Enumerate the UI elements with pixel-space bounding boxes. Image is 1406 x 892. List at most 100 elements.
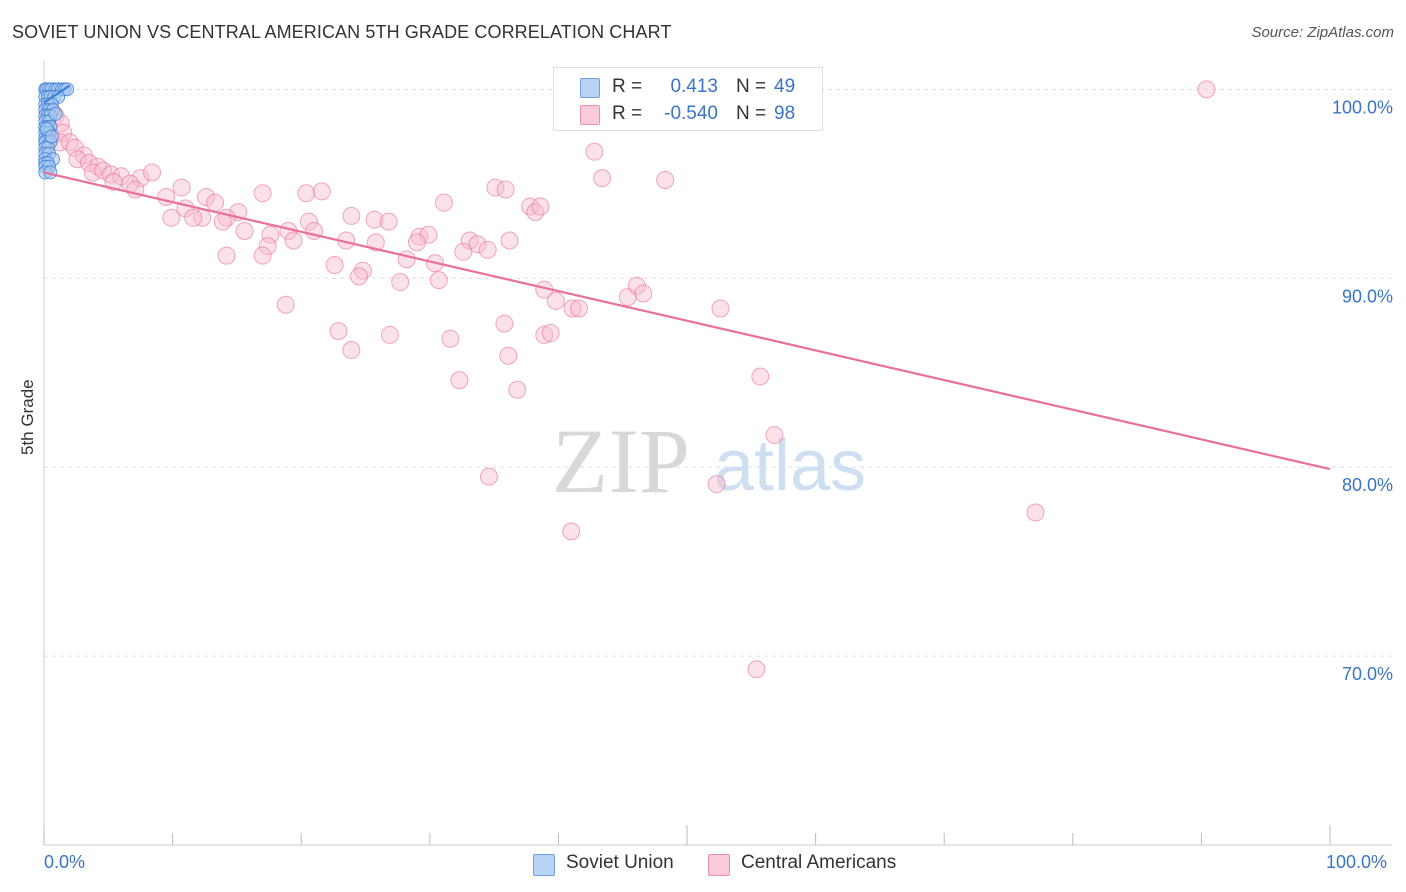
y-tick-label: 70.0% [1342,664,1393,684]
data-point-central-americans [253,184,272,203]
data-point-central-americans [276,295,295,314]
y-tick-label: 100.0% [1332,97,1393,117]
data-point-central-americans [526,203,545,222]
trendline-soviet-union [43,84,71,104]
data-point-central-americans [284,231,303,250]
data-point-central-americans [429,271,448,290]
legend-swatch-central-americans [580,105,600,125]
data-point-central-americans [495,314,514,333]
watermark: ZIP atlas [552,410,866,512]
watermark-zip: ZIP [552,410,690,512]
data-point-central-americans [162,208,181,227]
data-point-central-americans [206,193,225,212]
y-tick-label: 90.0% [1342,286,1393,306]
data-point-central-americans [478,240,497,259]
source-label: Source: ZipAtlas.com [1251,24,1394,41]
data-point-central-americans [235,222,254,241]
trendline-central-americans [43,171,1331,471]
data-point-central-americans [569,299,588,318]
data-point-central-americans [197,188,216,207]
data-point-central-americans [521,197,540,216]
data-point-central-americans [184,208,203,227]
data-point-central-americans [391,273,410,292]
y-axis-label: 5th Grade [18,379,37,455]
legend-n-value: 98 [774,103,796,124]
legend-row-soviet-union: R = 0.413 N = 49 [554,74,822,100]
data-point-central-americans [499,346,518,365]
data-point-central-americans [508,380,527,399]
data-point-central-americans [366,233,385,252]
data-point-central-americans [60,133,79,152]
data-point-central-americans [342,206,361,225]
data-point-central-americans [450,371,469,390]
data-point-central-americans [441,329,460,348]
legend-r-value: 0.413 [670,76,718,97]
data-point-central-americans [541,324,560,343]
legend-r-label: R = [612,103,643,124]
x-tick-label-max: 100.0% [1326,852,1388,872]
data-point-soviet-union [60,82,75,97]
data-point-central-americans [258,237,277,256]
data-point-central-americans [434,193,453,212]
data-point-central-americans [468,235,487,254]
data-point-central-americans [261,225,280,244]
data-point-central-americans [380,325,399,344]
bottom-legend-swatch-central-americans [708,854,730,876]
data-point-central-americans [707,475,726,494]
data-point-soviet-union [48,106,63,121]
watermark-atlas: atlas [714,426,866,506]
data-point-central-americans [80,154,99,173]
chart-title: SOVIET UNION VS CENTRAL AMERICAN 5TH GRA… [12,22,672,42]
data-point-central-americans [496,180,515,199]
legend: R = 0.413 N = 49 R = -0.540 N = 98 [553,67,823,131]
legend-r-label: R = [612,76,643,97]
legend-n-value: 49 [774,76,796,97]
data-point-central-americans [342,341,361,360]
data-point-central-americans [253,246,272,265]
data-point-central-americans [68,150,87,169]
data-point-central-americans [535,325,554,344]
data-point-central-americans [297,184,316,203]
data-point-central-americans [531,197,550,216]
data-point-central-americans [634,284,653,303]
data-point-central-americans [563,299,582,318]
legend-swatch-soviet-union [580,78,600,98]
data-point-central-americans [479,467,498,486]
data-point-central-americans [350,267,369,286]
y-tick-label: 80.0% [1342,475,1393,495]
data-point-central-americans [656,171,675,190]
data-point-central-americans [131,169,150,188]
x-tick-label-min: 0.0% [44,852,86,872]
bottom-legend-label-soviet-union: Soviet Union [566,852,674,873]
data-point-central-americans [172,178,191,197]
data-point-central-americans [747,660,766,679]
legend-n-label: N = [736,76,767,97]
data-point-central-americans [325,256,344,275]
data-point-central-americans [711,299,730,318]
data-point-central-americans [1026,503,1045,522]
data-point-central-americans [1197,80,1216,99]
data-point-central-americans [546,291,565,310]
legend-row-central-americans: R = -0.540 N = 98 [554,101,822,127]
data-point-central-americans [500,231,519,250]
bottom-legend-swatch-soviet-union [533,854,555,876]
bottom-legend-label-central-americans: Central Americans [741,852,897,873]
data-point-central-americans [143,163,162,182]
data-point-central-americans [585,142,604,161]
data-point-central-americans [454,242,473,261]
data-point-central-americans [751,367,770,386]
legend-r-value: -0.540 [664,103,718,124]
data-point-central-americans [299,212,318,231]
data-point-central-americans [312,182,331,201]
data-point-central-americans [765,426,784,445]
data-point-central-americans [407,233,426,252]
data-point-central-americans [65,138,84,157]
data-point-central-americans [329,322,348,341]
data-point-central-americans [365,210,384,229]
data-point-central-americans [379,212,398,231]
data-point-central-americans [397,250,416,269]
data-point-central-americans [593,169,612,188]
data-point-central-americans [562,522,581,541]
data-point-central-americans [627,276,646,295]
